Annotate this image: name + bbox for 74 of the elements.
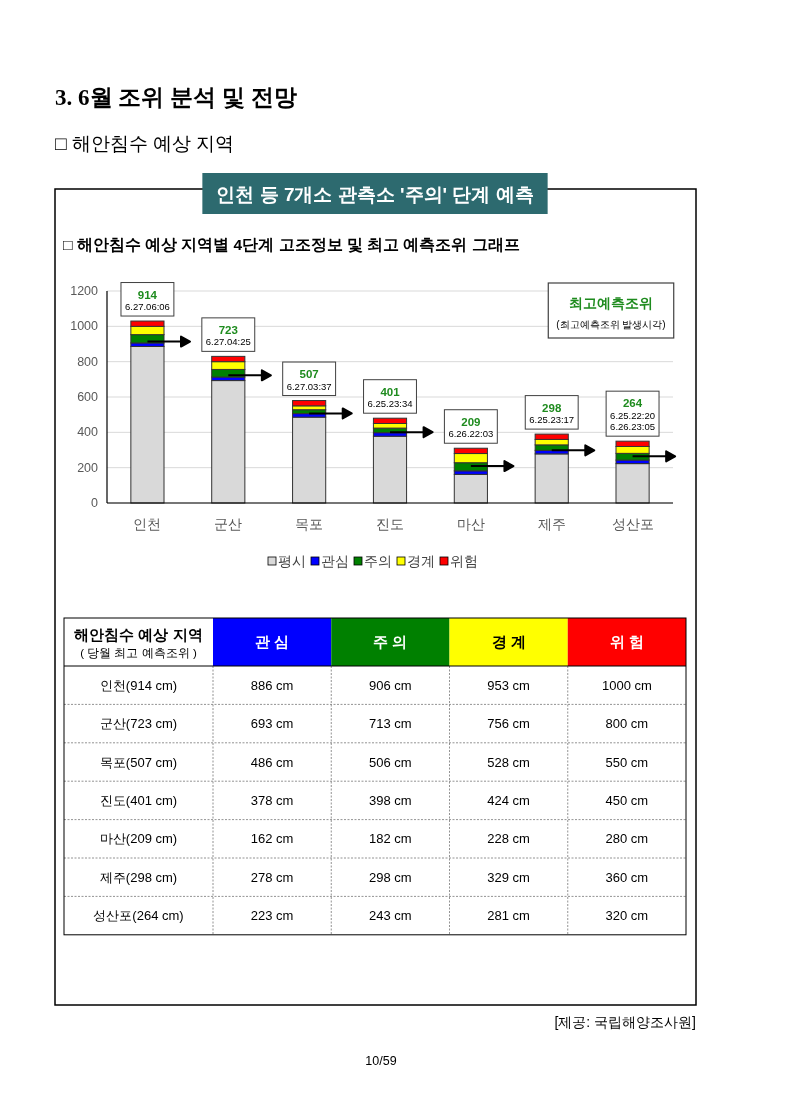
x-tick-label: 관 심 (255, 634, 290, 650)
annotation: 209 6.26.22:03 (448, 415, 494, 440)
x-tick-label: 성산포 (611, 516, 654, 532)
data-label: 1000 cm (601, 677, 652, 693)
text: [제공: 국립해양조사원] (554, 1014, 696, 1030)
data-label: 278 cm (250, 869, 294, 885)
data-label: 162 cm (250, 831, 294, 847)
x-tick-label: 인천 (133, 516, 162, 532)
data-label: 550 cm (605, 754, 649, 770)
x-tick-label: 목포 (295, 516, 324, 532)
annotation: 914 6.27.06:06 (124, 288, 170, 313)
y-tick-label: 800 (77, 354, 99, 369)
y-tick-label: 0 (91, 496, 99, 510)
data-label: 280 cm (605, 831, 649, 847)
data-label: 693 cm (250, 716, 294, 732)
y-tick-label: 1200 (70, 284, 99, 298)
annotation: 723 6.27.04:25 (205, 323, 251, 348)
y-tick-label: 성산포(264 cm) (93, 908, 184, 924)
legend-label: 경계 (407, 553, 435, 569)
legend-label: 주의 (364, 553, 392, 569)
data-label: 398 cm (369, 792, 412, 808)
data-label: 243 cm (369, 908, 412, 924)
chart-title: 인천 등 7개소 관측소 '주의' 단계 예측 (216, 184, 534, 205)
y-tick-label: 1000 (70, 319, 99, 334)
y-tick-label: 600 (77, 390, 99, 404)
text: 10/59 (365, 1054, 397, 1068)
y-tick-label: 진도(401 cm) (99, 792, 178, 808)
annotation: 401 6.25.23:34 (367, 385, 413, 410)
y-tick-label: 마산(209 cm) (99, 831, 178, 847)
data-label: 228 cm (487, 831, 530, 847)
legend-label: 관심 (321, 553, 349, 569)
data-label: 223 cm (250, 908, 294, 924)
x-tick-label: 진도 (376, 516, 404, 532)
y-tick-label: 군산(723 cm) (99, 716, 178, 732)
data-label: 378 cm (250, 792, 294, 808)
data-label: 906 cm (369, 677, 412, 693)
data-label: 506 cm (369, 754, 412, 770)
annotation: 264 6.25.22:20 6.26.23:05 (610, 397, 656, 433)
legend-label: 평시 (278, 553, 306, 569)
data-label: 182 cm (369, 831, 412, 847)
y-tick-label: 목포(507 cm) (99, 754, 178, 770)
data-label: 756 cm (487, 716, 530, 732)
data-label: 800 cm (605, 716, 649, 732)
text: 3. 6월 조위 분석 및 전망 (55, 85, 297, 110)
x-tick-label: 군산 (214, 516, 243, 532)
y-tick-label: 400 (77, 425, 99, 440)
data-label: 713 cm (369, 716, 412, 732)
data-label: 486 cm (250, 754, 294, 770)
data-label: 329 cm (487, 869, 530, 885)
x-tick-label: 주 의 (373, 634, 408, 650)
annotation: 507 6.27.03:37 (286, 368, 332, 392)
chart-subtitle: □ 해안침수 예상 지역별 4단계 고조정보 및 최고 예측조위 그래프 (63, 236, 520, 253)
data-label: 424 cm (487, 792, 530, 808)
data-label: 281 cm (487, 908, 530, 924)
text: □ 해안침수 예상 지역 (55, 133, 235, 154)
data-label: 450 cm (605, 792, 649, 808)
annotation: 298 6.25.23:17 (529, 401, 575, 426)
y-tick-label: 제주(298 cm) (99, 869, 178, 885)
data-label: 886 cm (250, 677, 294, 693)
data-label: 298 cm (369, 869, 412, 885)
x-tick-label: 마산 (456, 516, 485, 532)
y-tick-label: 인천(914 cm) (99, 677, 178, 693)
y-axis-title: 해안침수 예상 지역 ( 당월 최고 예측조위 ) (74, 627, 203, 659)
annotation: 최고예측조위 (569, 296, 653, 311)
data-label: 320 cm (605, 908, 649, 924)
x-tick-label: 위 험 (609, 634, 644, 650)
data-label: 360 cm (605, 869, 649, 885)
y-tick-label: 200 (77, 460, 99, 475)
annotation: (최고예측조위 발생시각) (556, 319, 666, 330)
x-tick-label: 제주 (537, 516, 566, 532)
data-label: 953 cm (487, 677, 530, 693)
legend-label: 위험 (450, 553, 478, 569)
x-tick-label: 경 계 (491, 634, 526, 650)
data-label: 528 cm (487, 754, 530, 770)
